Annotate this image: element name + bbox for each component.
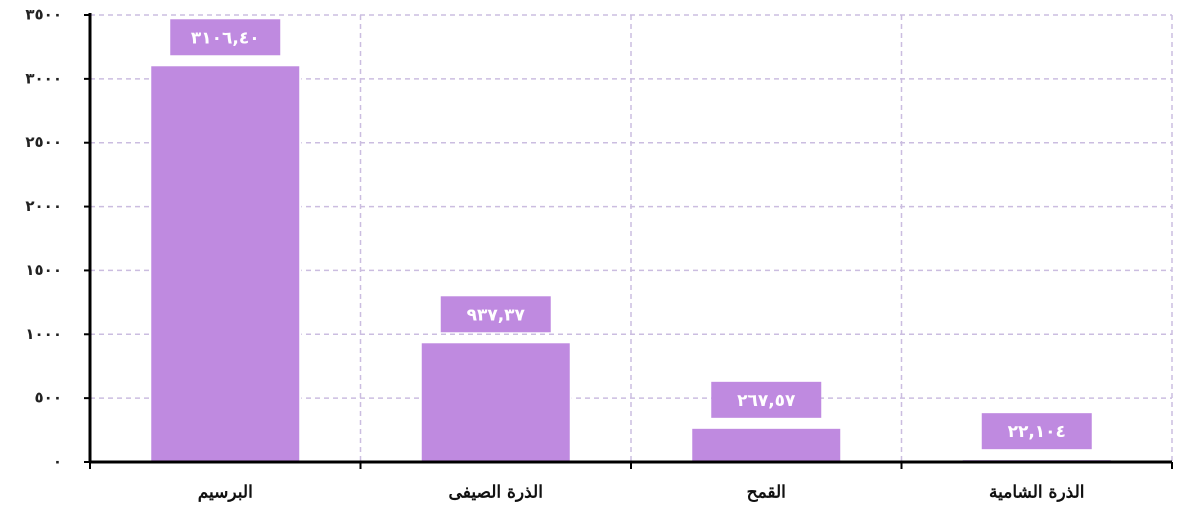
x-tick-label: البرسيم [198,483,253,503]
y-tick-label: ٣٥٠٠ [25,6,62,24]
y-tick-label: ٥٠٠ [35,389,62,407]
x-tick-label: الذرة الصيفى [449,483,543,503]
bar [149,64,302,463]
x-tick-label: الذرة الشامية [989,483,1084,503]
bar [690,426,843,463]
bar [419,341,572,463]
value-label: ٣١٠٦,٤٠ [191,28,260,48]
x-tick-label: القمح [747,483,786,503]
y-tick-label: ١٠٠٠ [25,325,62,343]
label-box [170,19,281,56]
value-label: ٢٢,١٠٤ [1008,422,1066,442]
value-label: ٢٦٧,٥٧ [737,391,796,411]
y-tick-label: ٣٠٠٠ [25,69,62,87]
y-tick-label: ٠ [53,453,62,471]
label-box [711,381,822,418]
label-box [981,413,1092,450]
value-label: ٩٣٧,٣٧ [467,305,526,325]
label-box [440,296,551,333]
y-tick-label: ٢٥٠٠ [25,133,62,151]
y-tick-label: ٢٠٠٠ [25,197,62,215]
y-tick-label: ١٥٠٠ [25,261,62,279]
